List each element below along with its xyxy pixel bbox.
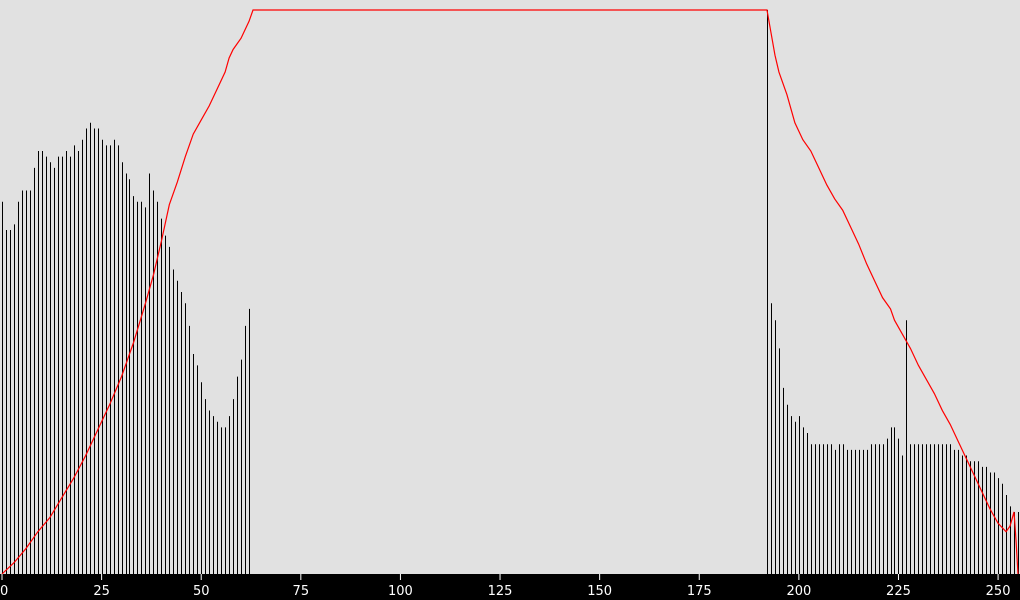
x-tick-label: 0	[0, 584, 8, 599]
x-tick-label: 150	[587, 584, 612, 599]
x-axis-band	[0, 574, 1020, 600]
x-tick-label: 25	[93, 584, 110, 599]
x-tick-label: 100	[388, 584, 413, 599]
x-tick-label: 225	[886, 584, 911, 599]
tone-curve	[1, 9, 1019, 575]
x-tick-label: 250	[986, 584, 1011, 599]
x-axis: 0 25 50 75 100 125 150 175 200 225 250	[0, 574, 1020, 600]
histogram-bars	[2, 10, 1019, 574]
x-tick-label: 200	[786, 584, 811, 599]
x-tick-label: 75	[293, 584, 310, 599]
x-tick-label: 125	[488, 584, 513, 599]
x-tick-label: 50	[193, 584, 210, 599]
x-tick-label: 175	[687, 584, 712, 599]
